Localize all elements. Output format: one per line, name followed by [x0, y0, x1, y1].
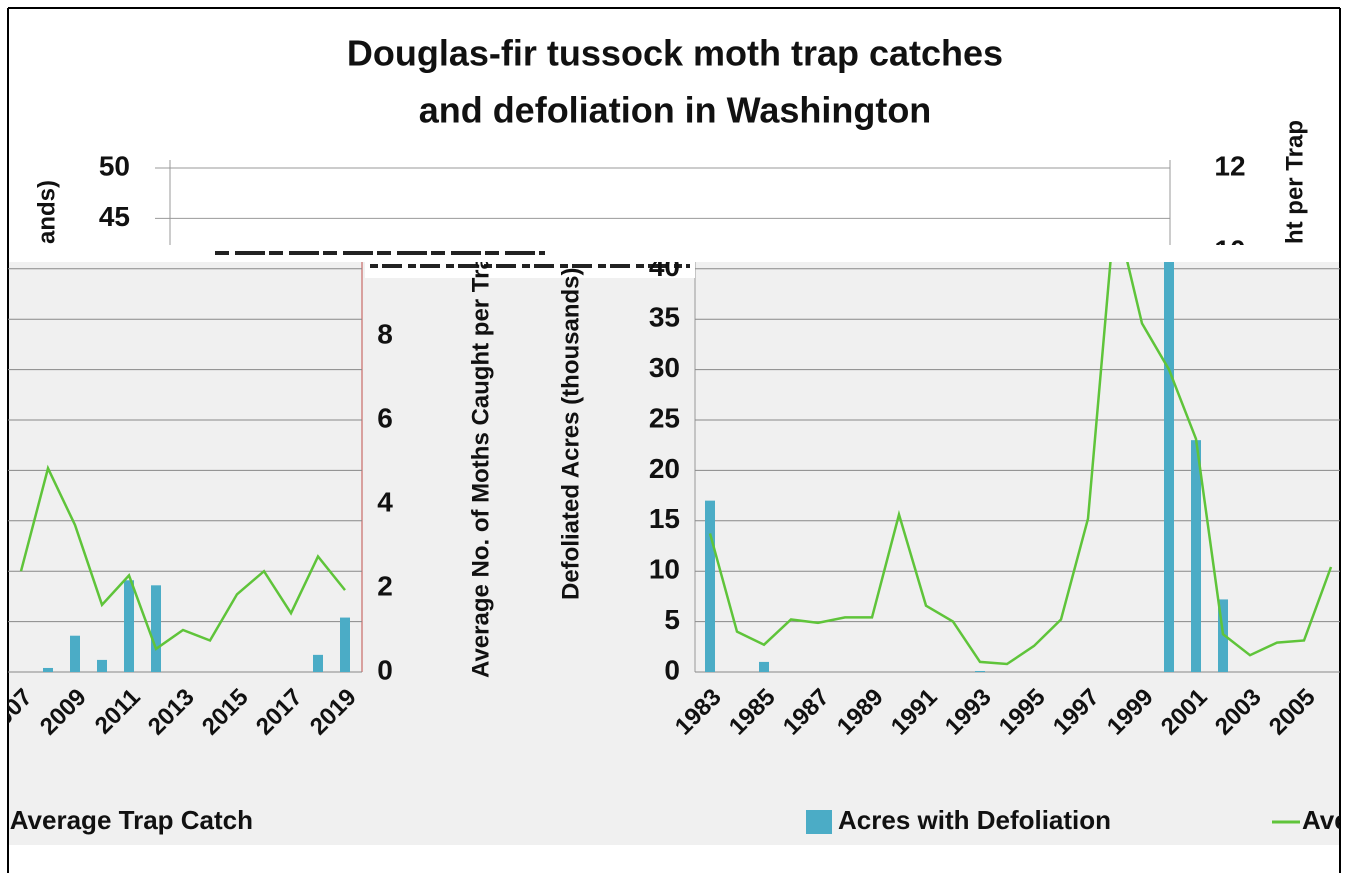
y2-axis-title: Average No. of Moths Caught per Trap: [467, 242, 494, 679]
bar: [340, 617, 350, 672]
bar: [759, 661, 769, 672]
legend-label: Average Trap Catch: [1302, 805, 1347, 835]
bar: [151, 585, 161, 672]
y-axis-title: Defoliated Acres (thousands): [33, 180, 60, 513]
y-tick-label: 25: [649, 402, 680, 433]
y-tick-label: 50: [99, 150, 130, 181]
legend-label: Average Trap Catch: [10, 805, 253, 835]
y-tick-label: 15: [649, 503, 680, 534]
y-tick-label: 45: [99, 201, 130, 232]
chart-title: Douglas-fir tussock moth trap catches: [347, 33, 1003, 74]
y2-axis-title: Average No. of Moths Caught per Trap: [1281, 120, 1308, 557]
y2-tick-label: 4: [377, 486, 393, 517]
y-axis-title: Defoliated Acres (thousands): [557, 268, 584, 601]
bar: [97, 659, 107, 672]
legend-swatch: [806, 810, 832, 834]
bar: [124, 580, 134, 672]
bar: [70, 635, 80, 672]
line: [19, 464, 346, 651]
y-tick-label: 40: [649, 251, 680, 282]
y2-tick-label: 12: [1214, 150, 1245, 181]
y-tick-label: 5: [664, 604, 680, 635]
y2-tick-label: 6: [377, 402, 393, 433]
y-tick-label: 0: [664, 654, 680, 685]
y2-tick-label: 2: [377, 570, 393, 601]
bar: [1164, 262, 1174, 672]
y-tick-label: 20: [649, 453, 680, 484]
bar: [43, 667, 53, 672]
bar: [705, 500, 715, 672]
y2-tick-label: 8: [377, 318, 393, 349]
y-tick-label: 30: [649, 352, 680, 383]
bar: [313, 654, 323, 672]
bar: [975, 670, 985, 672]
line: [708, 262, 1333, 666]
y2-tick-label: 10: [369, 234, 400, 265]
y2-tick-label: 0: [377, 654, 393, 685]
y2-tick-label: 10: [1214, 234, 1245, 265]
legend-label: Acres with Defoliation: [838, 805, 1111, 835]
chart-title: and defoliation in Washington: [419, 90, 932, 131]
bar: [1191, 440, 1201, 672]
y-tick-label: 10: [649, 554, 680, 585]
panel-background: [8, 262, 1340, 845]
y-tick-label: 35: [649, 302, 680, 333]
